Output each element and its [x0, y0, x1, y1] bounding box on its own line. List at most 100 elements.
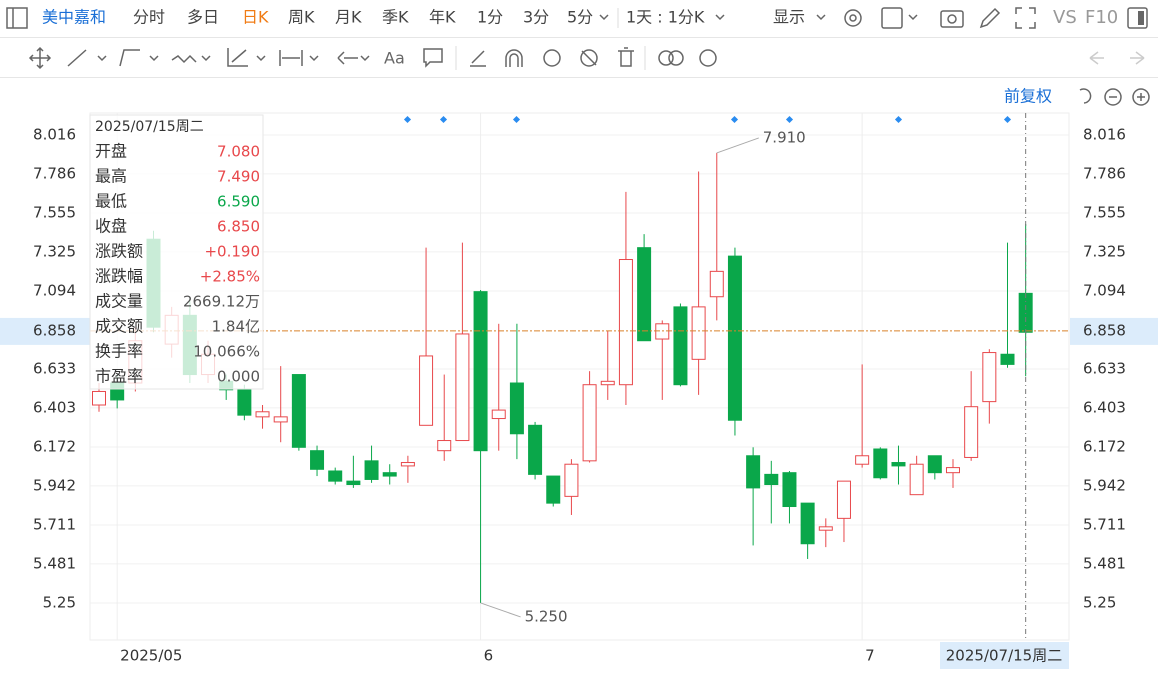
candle-body [564, 463, 579, 497]
y-tick-label: 6.633 [33, 359, 76, 377]
event-marker[interactable] [403, 115, 412, 124]
lock-tool[interactable] [543, 49, 561, 67]
text-tool[interactable]: Aa [384, 49, 405, 68]
candle-body [800, 502, 815, 545]
undo[interactable] [1089, 51, 1104, 65]
draw-settings[interactable] [699, 49, 717, 67]
candle-body [1000, 353, 1015, 365]
reset-icon[interactable] [1079, 88, 1092, 104]
sidebar-toggle[interactable] [6, 7, 28, 29]
event-marker[interactable] [1003, 115, 1012, 124]
period-tab[interactable]: 多日 [187, 8, 219, 27]
event-marker[interactable] [730, 115, 739, 124]
y-tick-label-right: 5.25 [1083, 593, 1116, 611]
line-tool[interactable] [67, 49, 87, 67]
y-tick-label-right: 7.555 [1083, 203, 1126, 221]
zoom-out[interactable] [1104, 88, 1122, 106]
x-tick-label: 6 [484, 647, 494, 665]
y-tick-label: 5.25 [43, 593, 76, 611]
period-tab[interactable]: 周K [288, 8, 315, 27]
candle-body [891, 462, 906, 467]
zoom-in[interactable] [1132, 88, 1150, 106]
tooltip-field: 涨跌幅 [95, 267, 143, 286]
y-tick-label-right: 7.094 [1083, 281, 1126, 299]
tooltip-value: 6.590 [217, 193, 260, 211]
candle-body [346, 480, 361, 486]
candle-body [273, 416, 288, 423]
event-marker[interactable] [512, 115, 521, 124]
tooltip-field: 最高 [95, 167, 127, 186]
delete-tool[interactable] [618, 47, 634, 67]
candle-body [364, 460, 379, 480]
hide-tool[interactable] [580, 49, 598, 67]
chevron [599, 14, 609, 21]
camera-icon[interactable] [940, 10, 964, 28]
candle-body [437, 440, 452, 452]
settings-icon[interactable] [844, 9, 862, 27]
tooltip-field: 成交额 [95, 317, 143, 336]
candle-body [618, 259, 633, 386]
tooltip-field: 成交量 [95, 292, 143, 311]
y-tick-label-right: 7.325 [1083, 242, 1126, 260]
price-band-right [1070, 317, 1158, 345]
stock-name[interactable]: 美中嘉和 [42, 8, 106, 27]
arrow-tool[interactable] [337, 51, 358, 65]
vs-button[interactable]: VS [1053, 7, 1077, 28]
panel-icon[interactable] [1127, 7, 1148, 29]
y-tick-label: 8.016 [33, 125, 76, 143]
fullscreen-icon[interactable] [1015, 7, 1036, 29]
period-tab[interactable]: 5分 [567, 8, 593, 27]
period-tab[interactable]: 分时 [133, 8, 165, 27]
note-tool[interactable] [423, 48, 443, 68]
channel-tool[interactable] [119, 49, 140, 67]
adjust-mode[interactable]: 前复权 [1004, 87, 1052, 106]
compare-tool[interactable] [658, 50, 674, 66]
candle-body [92, 390, 106, 406]
candle-body [255, 411, 270, 418]
y-tick-label: 7.094 [33, 281, 76, 299]
zoom-in-plus [1137, 93, 1145, 101]
period-tab[interactable]: 季K [382, 8, 409, 27]
tooltip-value: 10.066% [193, 343, 260, 361]
measure-tool[interactable] [279, 50, 303, 66]
chevron [816, 14, 826, 21]
event-marker[interactable] [785, 115, 794, 124]
period-tab[interactable]: 日K [242, 8, 269, 27]
candle-body [528, 424, 543, 475]
candle-body [727, 255, 742, 421]
magnet-tool[interactable] [505, 49, 523, 67]
candle-body [764, 473, 779, 486]
tooltip-field: 开盘 [95, 142, 127, 161]
settings-icon-core [849, 14, 857, 22]
candle-body [237, 389, 252, 416]
move-tool[interactable] [28, 46, 52, 70]
candle-body [746, 455, 761, 489]
period-tab[interactable]: 月K [335, 8, 362, 27]
ruler-tool[interactable] [470, 50, 486, 67]
y-tick-label-right: 5.711 [1083, 515, 1126, 533]
event-marker[interactable] [894, 115, 903, 124]
period-tab[interactable]: 1分 [477, 8, 503, 27]
event-marker[interactable] [439, 115, 448, 124]
candle-body [1018, 292, 1033, 333]
candle-body [782, 472, 797, 508]
candle-body [491, 409, 506, 420]
y-tick-label-right: 5.481 [1083, 554, 1126, 572]
period-select[interactable]: 1天 : 1分K [626, 8, 705, 27]
candle-body [709, 270, 724, 298]
candle-body [310, 450, 325, 470]
pencil-icon[interactable] [979, 7, 1001, 29]
wave-tool[interactable] [171, 54, 197, 64]
display-menu[interactable]: 显示 [773, 8, 805, 27]
f10-button[interactable]: F10 [1085, 7, 1118, 28]
period-tab[interactable]: 3分 [523, 8, 549, 27]
candle-body [964, 406, 979, 458]
candle-body [382, 472, 397, 477]
candle-body [328, 470, 343, 482]
fib-tool[interactable] [227, 48, 248, 67]
redo[interactable] [1130, 51, 1145, 65]
checkbox[interactable] [881, 7, 903, 29]
period-tab[interactable]: 年K [429, 8, 456, 27]
y-tick-label-right: 8.016 [1083, 125, 1126, 143]
last-price-label-right: 6.858 [1083, 321, 1126, 339]
